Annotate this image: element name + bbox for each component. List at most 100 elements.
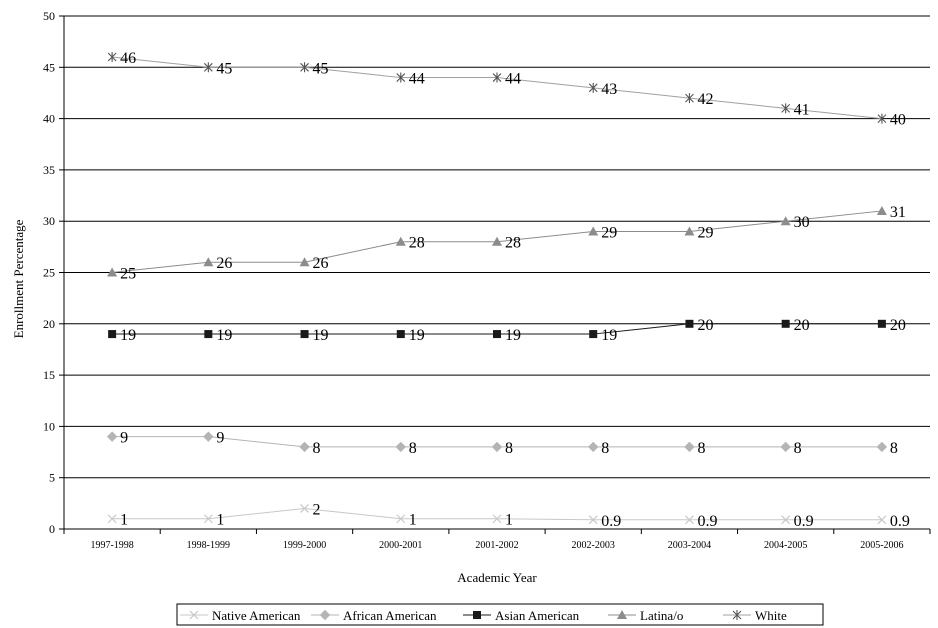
data-point: [780, 441, 791, 453]
x-tick-label: 1998-1999: [187, 540, 230, 551]
legend-box: [176, 603, 824, 626]
x-axis-title: Academic Year: [457, 570, 537, 585]
data-point: [492, 72, 502, 83]
data-point: [781, 515, 791, 525]
y-tick-label: 10: [43, 419, 55, 433]
data-label: 8: [409, 440, 417, 457]
data-point: [203, 431, 214, 442]
y-tick-label: 15: [43, 368, 55, 382]
data-point: [589, 330, 598, 339]
data-point: [876, 205, 887, 215]
data-point: [396, 514, 406, 524]
data-point: [781, 103, 791, 114]
data-label: 1: [120, 512, 128, 529]
x-tick-label: 1999-2000: [283, 540, 326, 551]
data-label: 19: [505, 327, 521, 344]
y-tick-label: 0: [49, 522, 55, 536]
y-tick-label: 20: [43, 317, 55, 331]
data-point: [685, 515, 694, 525]
data-label: 1: [409, 512, 417, 529]
data-point: [107, 52, 117, 63]
data-point: [203, 257, 214, 267]
data-label: 8: [890, 440, 898, 457]
data-point: [300, 330, 309, 339]
data-point: [395, 441, 406, 453]
data-label: 19: [313, 327, 329, 344]
y-tick-label: 30: [43, 214, 55, 228]
y-tick-label: 25: [43, 266, 55, 280]
data-label: 0.9: [697, 513, 717, 530]
data-point: [493, 330, 501, 339]
data-point: [107, 267, 118, 277]
legend-label: White: [755, 608, 787, 623]
data-label: 30: [794, 214, 810, 231]
data-labels: 1 1 2 1 1 0.9 0.9 0.9 0.9 9 9 8 8 8 8 8 8 8 19 19 19 19 19 19 20…: [120, 50, 910, 530]
data-label: 44: [409, 71, 425, 88]
data-label: 19: [120, 327, 136, 344]
x-tick-label: 2005-2006: [860, 540, 903, 551]
legend-entry: White: [723, 608, 787, 623]
data-label: 20: [794, 317, 810, 334]
x-tick-label: 2002-2003: [572, 540, 615, 551]
legend-entry: Latina/o: [608, 608, 683, 623]
legend-entry: Native American: [180, 608, 301, 623]
data-point: [395, 236, 406, 246]
data-label: 26: [216, 255, 232, 272]
legend-entry: African American: [311, 608, 437, 623]
data-label: 41: [794, 101, 810, 118]
data-point: [877, 113, 887, 124]
data-label: 0.9: [794, 513, 814, 530]
data-point: [684, 226, 695, 236]
data-point: [588, 515, 598, 525]
data-label: 8: [697, 440, 705, 457]
x-tick-label: 2004-2005: [764, 540, 807, 551]
data-label: 9: [120, 430, 128, 447]
data-point: [106, 431, 118, 442]
data-label: 29: [697, 224, 713, 241]
data-point: [877, 515, 887, 525]
data-point: [588, 226, 599, 236]
data-point: [396, 330, 405, 339]
y-axis-title: Enrollment Percentage: [11, 219, 26, 338]
legend-label: Asian American: [495, 608, 580, 623]
y-tick-label: 35: [43, 163, 55, 177]
data-point: [492, 514, 502, 524]
legend-marker: [732, 610, 742, 620]
legend-label: African American: [343, 608, 437, 623]
data-label: 0.9: [890, 513, 910, 530]
data-label: 44: [505, 71, 521, 88]
series-lines: [106, 52, 888, 525]
legend-marker: [473, 611, 481, 619]
data-point: [876, 441, 888, 453]
data-label: 8: [601, 440, 609, 457]
data-label: 19: [409, 327, 425, 344]
data-point: [588, 82, 598, 93]
data-label: 2: [313, 501, 321, 518]
y-tick-label: 50: [43, 9, 55, 23]
data-point: [780, 216, 791, 226]
data-label: 19: [601, 327, 617, 344]
data-point: [685, 93, 694, 104]
legend-label: Latina/o: [640, 608, 683, 623]
data-point: [299, 257, 310, 267]
legend-marker: [617, 610, 627, 619]
data-point: [685, 319, 694, 328]
data-label: 19: [216, 327, 232, 344]
y-tick-label: 45: [43, 60, 55, 74]
data-point: [203, 514, 213, 524]
data-point: [684, 441, 695, 453]
data-point: [203, 62, 213, 73]
data-point: [299, 441, 310, 453]
gridlines: [64, 15, 930, 479]
data-point: [877, 319, 886, 328]
x-tick-label: 2001-2002: [475, 540, 518, 551]
data-point: [204, 330, 213, 339]
legend-entry: Asian American: [463, 608, 580, 623]
data-label: 25: [120, 266, 136, 283]
data-label: 8: [794, 440, 802, 457]
y-tick-label: 5: [49, 471, 55, 485]
data-point: [588, 441, 599, 453]
data-label: 45: [216, 60, 232, 77]
